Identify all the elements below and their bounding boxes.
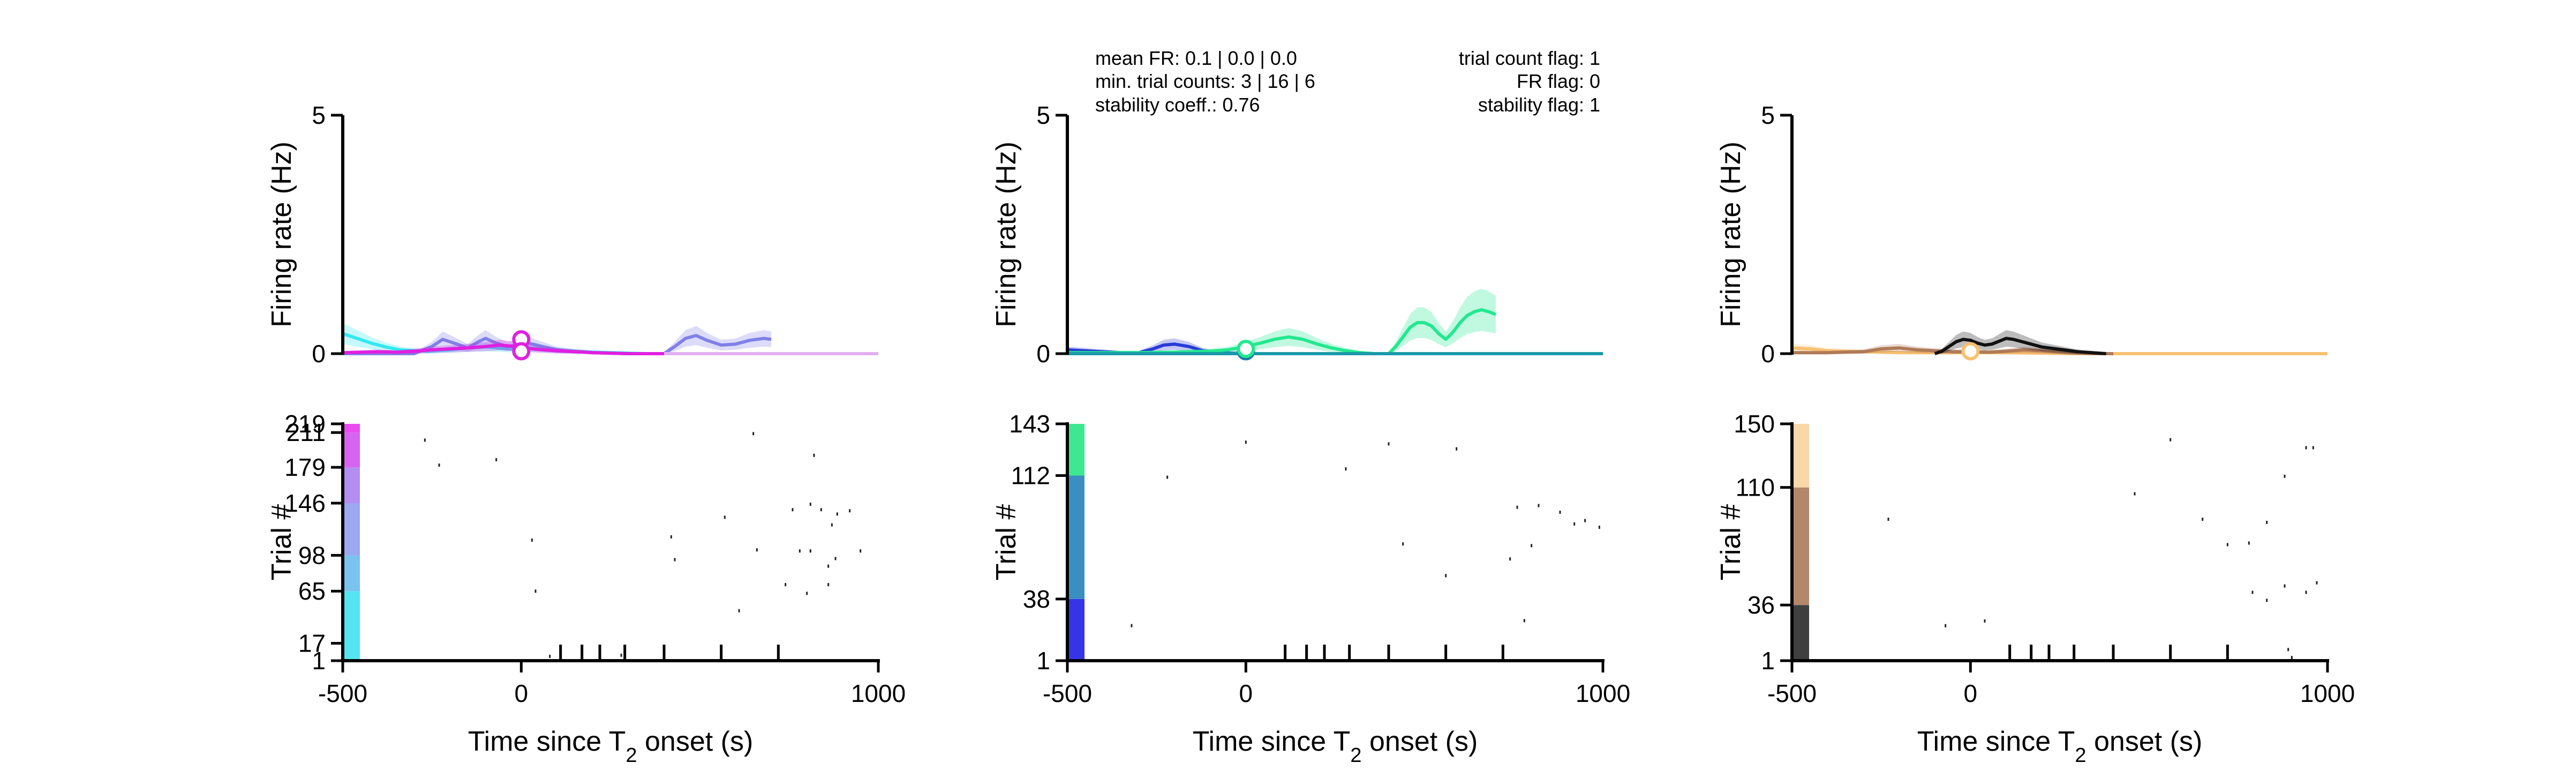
trial-band [343, 467, 360, 504]
trial-band [343, 503, 360, 556]
y-tick-label: 98 [298, 541, 326, 569]
trial-band [1792, 605, 1809, 661]
y-axis-label: Firing rate (Hz) [991, 141, 1022, 327]
trial-band [1792, 487, 1809, 605]
y-tick-label: 110 [1736, 474, 1775, 502]
stat-stability-coeff: stability coeff.: 0.76 [1095, 94, 1260, 116]
trial-band [343, 432, 360, 468]
y-axis-label: Trial # [266, 504, 297, 581]
y-tick-label: 179 [284, 453, 326, 481]
y-axis-label: Trial # [991, 504, 1022, 581]
y-tick-label: 150 [1734, 410, 1775, 438]
x-axis-label: Time since T2 onset (s) [1917, 726, 2203, 767]
stat-trial-count-flag: trial count flag: 1 [1459, 47, 1600, 69]
onset-marker [1237, 340, 1255, 358]
y-tick-label: 143 [1009, 410, 1050, 438]
stats-annotation: mean FR: 0.1 | 0.0 | 0.0 min. trial coun… [1095, 47, 1600, 116]
y-tick-label: 5 [1036, 101, 1050, 129]
trial-band [1067, 475, 1084, 599]
raster-panel-right: 1 36 110 150 -500 0 1000 Trial # Time since T2 o… [1715, 410, 2355, 767]
stat-stability-flag: stability flag: 1 [1478, 94, 1600, 116]
trial-band [343, 591, 360, 661]
x-tick-label: 1000 [2300, 679, 2355, 707]
y-tick-label: 211 [287, 418, 326, 446]
firing-rate-panel-right: 0 5 Firing rate (Hz) [1715, 101, 2328, 368]
y-tick-label: 0 [1761, 340, 1775, 368]
stat-mean-fr: mean FR: 0.1 | 0.0 | 0.0 [1095, 47, 1297, 69]
series-band [343, 326, 771, 354]
trial-band [1792, 424, 1809, 488]
y-tick-label: 112 [1011, 461, 1050, 489]
y-axis-label: Trial # [1715, 504, 1746, 581]
x-axis-label: Time since T2 onset (s) [468, 726, 754, 767]
series-band [1067, 288, 1496, 354]
x-tick-label: 1000 [851, 679, 906, 707]
onset-marker [512, 342, 531, 361]
y-tick-label: 219 [284, 410, 326, 438]
trial-band [343, 424, 360, 433]
y-tick-label: 5 [1761, 101, 1775, 129]
y-tick-label: 1 [1036, 647, 1050, 675]
y-tick-label: 0 [312, 340, 326, 368]
trial-band [1067, 424, 1084, 476]
trial-band [343, 555, 360, 592]
x-tick-label: 1000 [1576, 679, 1630, 707]
stat-fr-flag: FR flag: 0 [1517, 70, 1600, 92]
y-tick-label: 146 [284, 489, 326, 517]
y-axis-label: Firing rate (Hz) [1715, 141, 1746, 327]
y-tick-label: 1 [312, 647, 326, 675]
series-line [1934, 337, 2106, 355]
y-tick-label: 36 [1748, 591, 1775, 619]
stat-min-trial-counts: min. trial counts: 3 | 16 | 6 [1095, 70, 1315, 92]
raster-panel-middle: 1 38 112 143 -500 0 1000 Trial # Time since T2 o… [991, 410, 1630, 767]
x-tick-label: -500 [1043, 679, 1092, 707]
onset-marker [1961, 342, 1980, 361]
firing-rate-panel-left: 0 5 Firing rate (Hz) [266, 101, 878, 368]
firing-rate-panel-middle: 0 5 Firing rate (Hz) [991, 101, 1603, 368]
y-tick-label: 38 [1023, 585, 1050, 613]
x-axis-label: Time since T2 onset (s) [1193, 726, 1478, 767]
y-tick-label: 65 [298, 577, 326, 605]
y-tick-label: 0 [1036, 340, 1050, 368]
x-tick-label: 0 [1964, 679, 1978, 707]
trial-band [1067, 599, 1084, 661]
x-tick-label: -500 [1767, 679, 1817, 707]
y-tick-label: 5 [312, 101, 326, 129]
y-axis-label: Firing rate (Hz) [266, 141, 297, 327]
x-tick-label: -500 [318, 679, 367, 707]
y-tick-label: 17 [298, 630, 326, 657]
x-tick-label: 0 [1239, 679, 1253, 707]
series-band [1067, 338, 1496, 354]
y-tick-label: 1 [1761, 647, 1775, 675]
x-tick-label: 0 [515, 679, 529, 707]
